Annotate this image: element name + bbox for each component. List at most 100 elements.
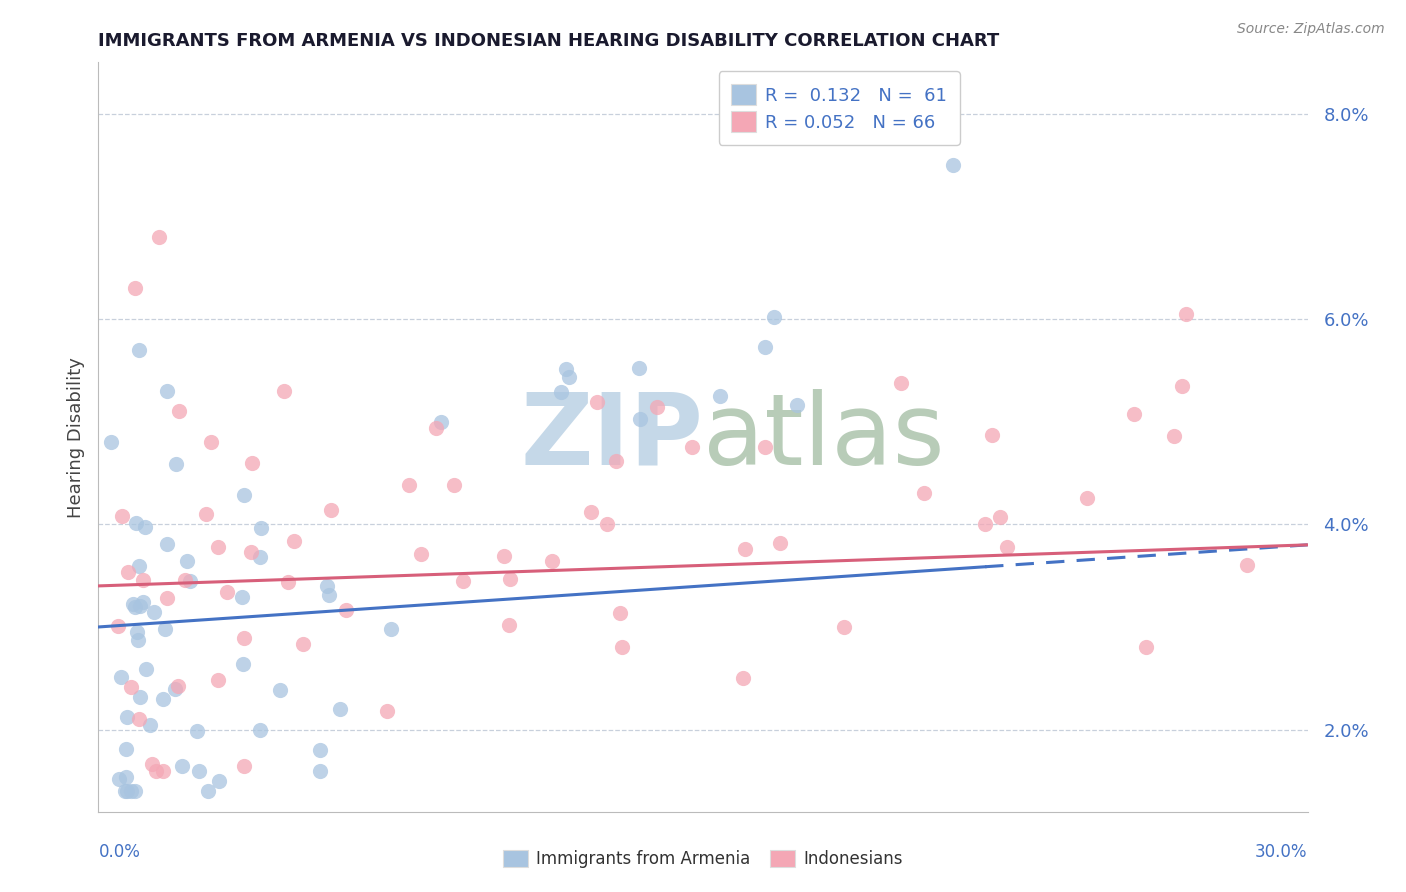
Point (586, 394, 609, 409)
Point (152, 692, 174, 706)
Point (240, 545, 263, 559)
Point (179, 574, 201, 588)
Point (117, 784, 139, 798)
Point (329, 702, 352, 716)
Point (207, 540, 229, 554)
Point (172, 758, 194, 772)
Point (1135, 640, 1157, 655)
Point (110, 670, 132, 684)
Point (124, 281, 146, 295)
Point (156, 536, 179, 550)
Point (124, 600, 146, 615)
Point (124, 516, 146, 531)
Text: IMMIGRANTS FROM ARMENIA VS INDONESIAN HEARING DISABILITY CORRELATION CHART: IMMIGRANTS FROM ARMENIA VS INDONESIAN HE… (98, 32, 1000, 50)
Point (127, 633, 149, 648)
Point (1163, 429, 1185, 443)
Point (769, 535, 792, 549)
Point (141, 757, 163, 772)
Point (380, 622, 402, 636)
Point (125, 624, 148, 639)
Point (612, 640, 634, 655)
Point (208, 773, 231, 788)
Point (283, 533, 305, 548)
Text: 30.0%: 30.0% (1256, 843, 1308, 861)
Point (1171, 379, 1194, 393)
Point (249, 550, 271, 565)
Point (145, 764, 167, 778)
Point (734, 541, 756, 556)
Y-axis label: Hearing Disability: Hearing Disability (66, 357, 84, 517)
Legend: R =  0.132   N =  61, R = 0.052   N = 66: R = 0.132 N = 61, R = 0.052 N = 66 (718, 71, 960, 145)
Point (315, 579, 337, 593)
Point (832, 620, 855, 634)
Point (335, 603, 357, 617)
Point (120, 680, 142, 694)
Point (165, 681, 187, 696)
Point (207, 673, 229, 688)
Point (763, 310, 786, 324)
Point (430, 415, 453, 429)
Point (128, 559, 150, 574)
Point (1076, 491, 1098, 506)
Point (197, 784, 219, 798)
Point (292, 637, 315, 651)
Point (115, 742, 138, 756)
Point (627, 361, 650, 376)
Point (1175, 307, 1198, 321)
Point (194, 507, 217, 521)
Point (217, 584, 239, 599)
Point (443, 478, 465, 492)
Point (186, 724, 208, 739)
Point (174, 573, 197, 587)
Point (124, 784, 146, 798)
Point (155, 622, 177, 636)
Point (240, 456, 263, 470)
Point (318, 588, 340, 602)
Point (912, 486, 935, 500)
Point (754, 340, 776, 354)
Text: 0.0%: 0.0% (98, 843, 141, 861)
Point (595, 517, 617, 532)
Point (142, 605, 165, 619)
Point (277, 575, 299, 590)
Text: ZIP: ZIP (520, 389, 703, 485)
Point (681, 441, 703, 455)
Point (167, 404, 190, 418)
Point (132, 595, 155, 609)
Point (321, 503, 343, 517)
Point (558, 370, 581, 384)
Point (628, 411, 651, 425)
Point (409, 547, 432, 561)
Point (108, 772, 131, 786)
Point (309, 764, 332, 778)
Point (233, 631, 256, 645)
Point (117, 565, 139, 579)
Text: atlas: atlas (703, 389, 945, 485)
Point (1122, 407, 1144, 421)
Point (375, 704, 398, 718)
Point (232, 488, 254, 502)
Point (754, 441, 776, 455)
Point (249, 520, 271, 534)
Point (148, 230, 170, 244)
Point (709, 389, 731, 403)
Point (232, 657, 254, 671)
Point (152, 764, 174, 778)
Point (980, 427, 1002, 442)
Point (100, 435, 122, 450)
Point (555, 362, 578, 376)
Point (188, 764, 211, 778)
Point (114, 784, 136, 798)
Point (249, 723, 271, 737)
Point (309, 743, 332, 757)
Point (165, 457, 187, 471)
Point (605, 454, 627, 468)
Point (498, 617, 520, 632)
Point (132, 573, 155, 587)
Point (115, 710, 138, 724)
Point (609, 607, 631, 621)
Point (499, 572, 522, 586)
Point (579, 505, 602, 519)
Point (540, 554, 562, 568)
Point (156, 591, 179, 605)
